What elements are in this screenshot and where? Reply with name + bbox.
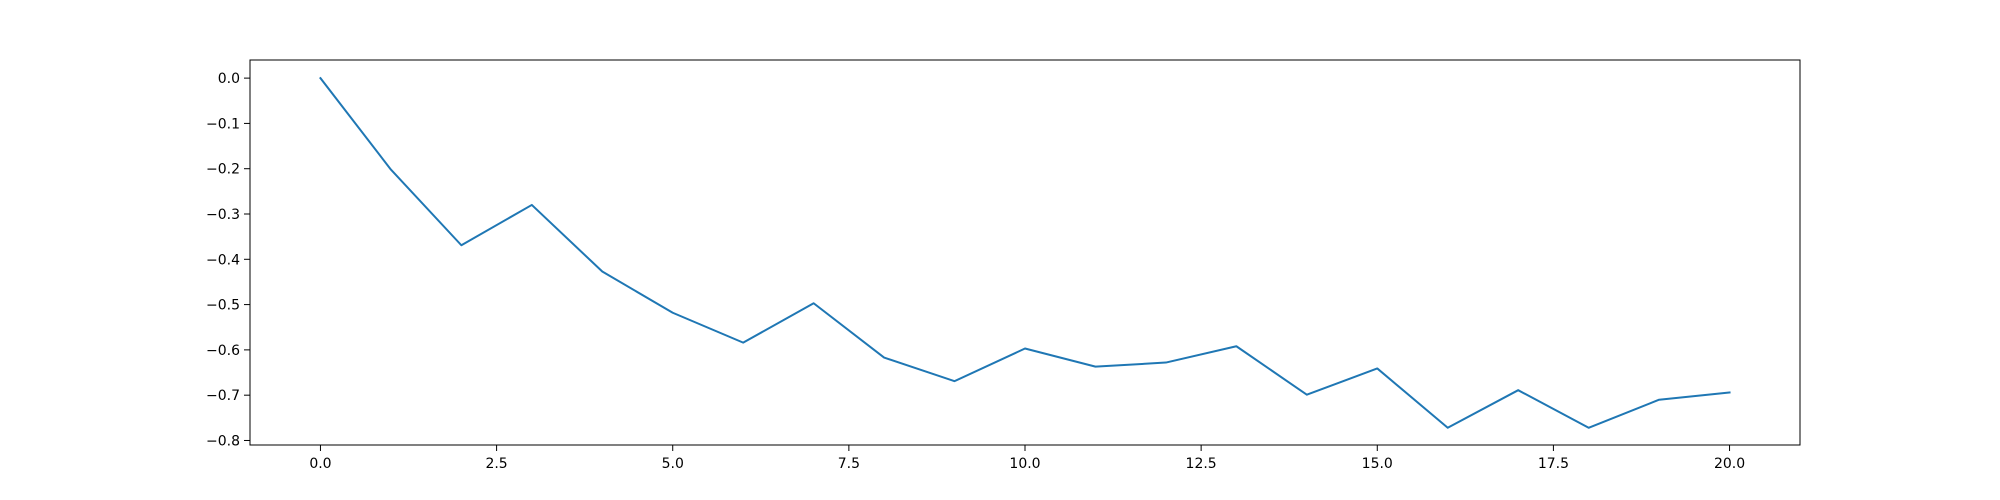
y-tick-label: −0.8 [206, 433, 240, 449]
x-tick-label: 17.5 [1538, 456, 1569, 472]
y-tick-label: 0.0 [218, 71, 240, 87]
y-tick-label: −0.2 [206, 162, 240, 178]
y-tick-label: −0.6 [206, 343, 240, 359]
x-tick-label: 5.0 [662, 456, 684, 472]
x-tick-label: 2.5 [485, 456, 507, 472]
y-axis: 0.0 −0.1 −0.2 −0.3 −0.4 −0.5 −0.6 −0.7 −0.8 [206, 71, 250, 449]
y-tick-label: −0.7 [206, 388, 240, 404]
x-axis: 0.0 2.5 5.0 7.5 10.0 12.5 15.0 17.5 20.0 [309, 445, 1745, 472]
x-tick-label: 12.5 [1186, 456, 1217, 472]
y-tick-label: −0.3 [206, 207, 240, 223]
y-tick-label: −0.1 [206, 116, 240, 132]
y-tick-label: −0.4 [206, 252, 240, 268]
x-tick-label: 20.0 [1714, 456, 1745, 472]
x-tick-label: 15.0 [1362, 456, 1393, 472]
series-line-0 [319, 76, 1731, 429]
x-tick-label: 0.0 [309, 456, 331, 472]
x-tick-label: 7.5 [838, 456, 860, 472]
y-tick-label: −0.5 [206, 298, 240, 314]
x-tick-label: 10.0 [1009, 456, 1040, 472]
